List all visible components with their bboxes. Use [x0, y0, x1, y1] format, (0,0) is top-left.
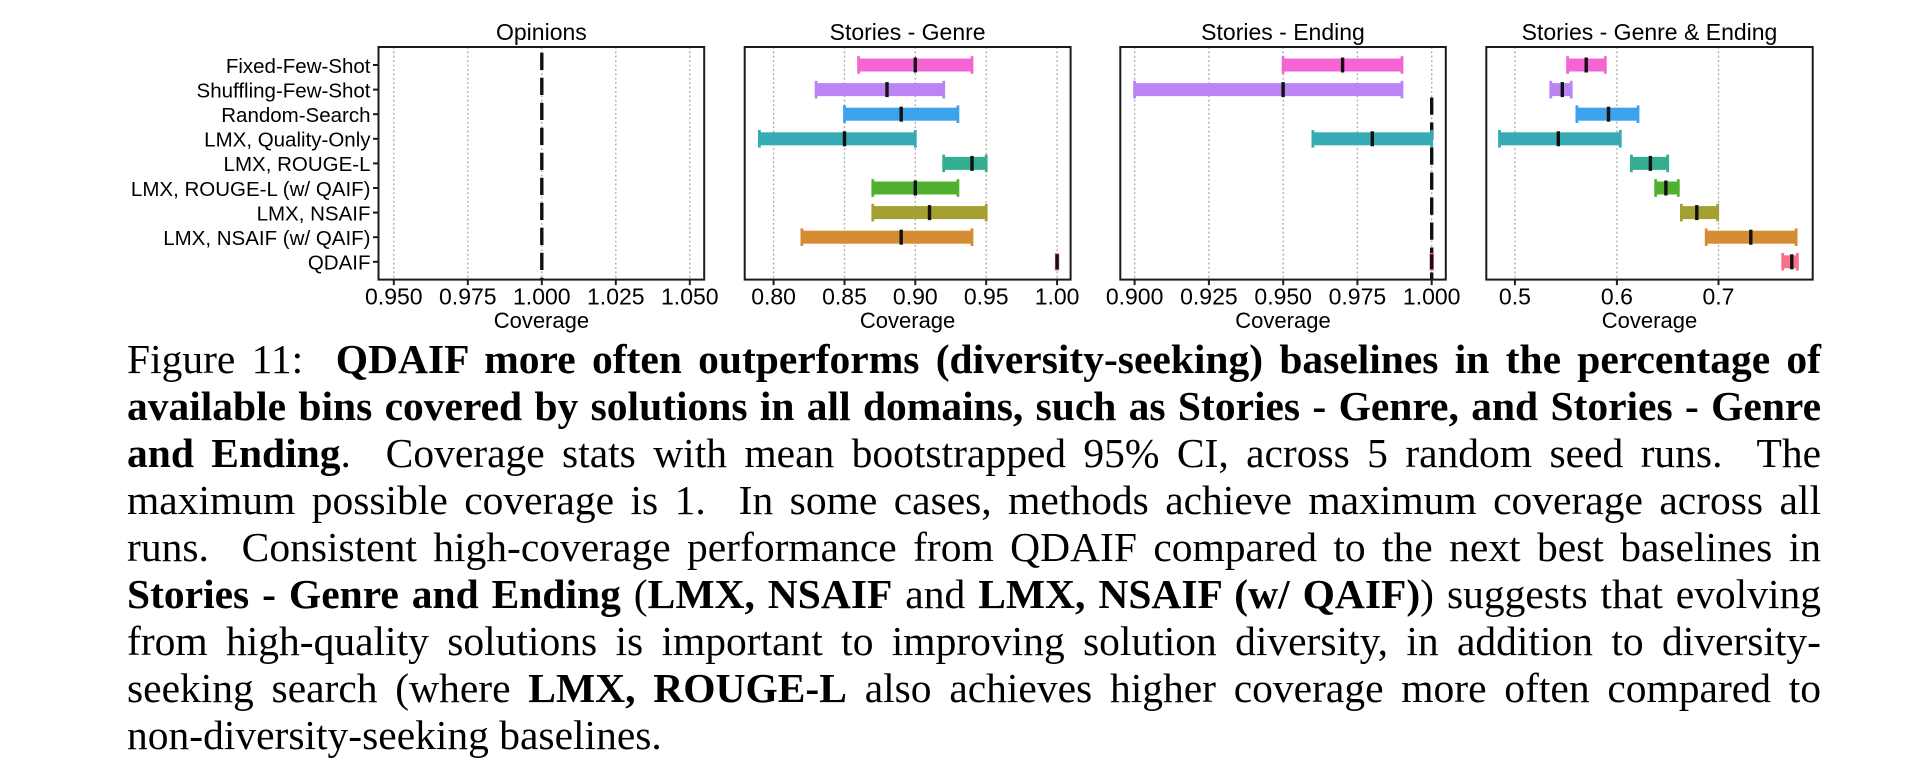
- svg-text:LMX, ROUGE-L: LMX, ROUGE-L: [224, 153, 371, 176]
- svg-text:0.950: 0.950: [1254, 284, 1312, 310]
- svg-text:0.900: 0.900: [1106, 284, 1164, 310]
- svg-text:Coverage: Coverage: [1602, 308, 1697, 333]
- svg-text:1.050: 1.050: [661, 284, 719, 310]
- svg-text:1.000: 1.000: [513, 284, 571, 310]
- svg-text:0.975: 0.975: [439, 284, 497, 310]
- svg-text:Coverage: Coverage: [494, 308, 589, 333]
- svg-text:Coverage: Coverage: [860, 308, 955, 333]
- svg-text:Stories - Ending: Stories - Ending: [1201, 19, 1365, 45]
- svg-text:Stories - Genre: Stories - Genre: [830, 19, 986, 45]
- svg-text:0.85: 0.85: [822, 284, 867, 310]
- svg-text:0.95: 0.95: [964, 284, 1009, 310]
- svg-text:0.950: 0.950: [365, 284, 423, 310]
- svg-text:LMX, NSAIF (w/ QAIF): LMX, NSAIF (w/ QAIF): [163, 227, 370, 250]
- svg-text:Coverage: Coverage: [1235, 308, 1330, 333]
- svg-text:0.5: 0.5: [1499, 284, 1531, 310]
- svg-text:LMX, Quality-Only: LMX, Quality-Only: [204, 129, 371, 152]
- svg-text:1.025: 1.025: [587, 284, 645, 310]
- svg-text:0.7: 0.7: [1703, 284, 1735, 310]
- svg-text:0.6: 0.6: [1601, 284, 1633, 310]
- svg-text:0.925: 0.925: [1180, 284, 1238, 310]
- svg-text:Shuffling-Few-Shot: Shuffling-Few-Shot: [197, 79, 371, 102]
- svg-text:Stories - Genre & Ending: Stories - Genre & Ending: [1522, 19, 1778, 45]
- svg-text:Random-Search: Random-Search: [221, 104, 370, 127]
- svg-text:QDAIF: QDAIF: [308, 252, 371, 275]
- svg-text:LMX, NSAIF: LMX, NSAIF: [257, 202, 371, 225]
- svg-text:Opinions: Opinions: [496, 19, 587, 45]
- svg-text:0.90: 0.90: [893, 284, 938, 310]
- svg-text:Fixed-Few-Shot: Fixed-Few-Shot: [226, 55, 371, 78]
- svg-text:0.975: 0.975: [1329, 284, 1387, 310]
- svg-text:1.00: 1.00: [1035, 284, 1080, 310]
- svg-text:0.80: 0.80: [751, 284, 796, 310]
- svg-text:1.000: 1.000: [1403, 284, 1461, 310]
- svg-text:LMX, ROUGE-L (w/ QAIF): LMX, ROUGE-L (w/ QAIF): [131, 178, 371, 201]
